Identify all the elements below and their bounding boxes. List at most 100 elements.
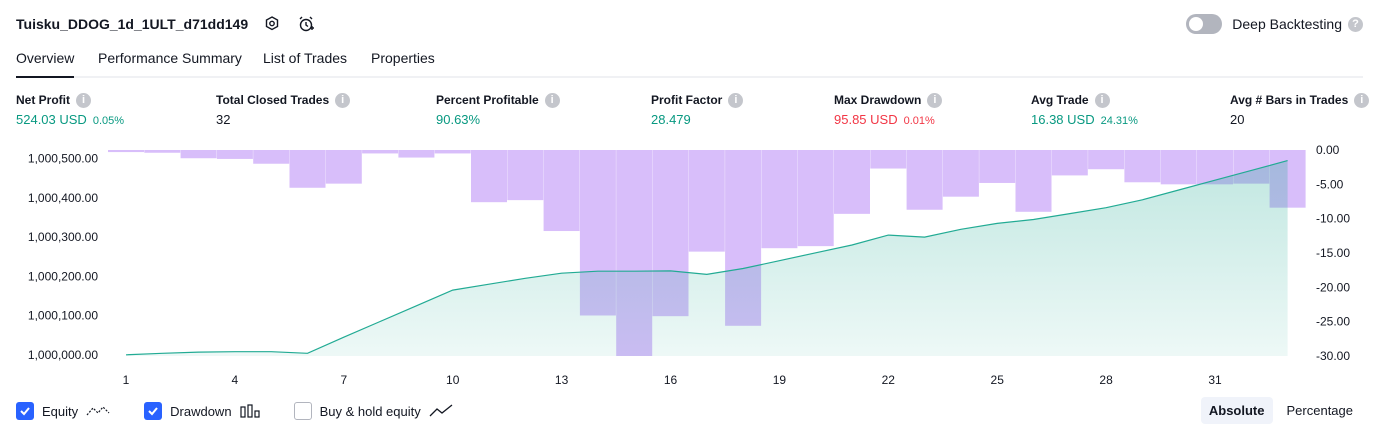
drawdown-bar xyxy=(144,150,181,153)
metric-label: Max Drawdown xyxy=(834,93,922,107)
drawdown-bar xyxy=(1088,150,1125,170)
drawdown-bar xyxy=(906,150,943,210)
x-tick-label: 31 xyxy=(1208,373,1222,387)
strategy-title: Tuisku_DDOG_1d_1ULT_d71dd149 xyxy=(16,16,249,32)
metric-avg-trade: Avg Trade i 16.38 USD 24.31% xyxy=(1031,92,1138,127)
settings-icon[interactable] xyxy=(262,14,282,34)
drawdown-bar xyxy=(688,150,725,252)
buy-hold-checkbox[interactable] xyxy=(293,402,312,420)
drawdown-bar xyxy=(797,150,834,247)
tab-properties[interactable]: Properties xyxy=(371,50,435,66)
alarm-clock-icon[interactable] xyxy=(296,14,316,34)
legend-equity[interactable]: Equity xyxy=(16,402,110,420)
metric-label: Percent Profitable xyxy=(436,93,539,107)
y-right-tick-label: 0.00 xyxy=(1316,143,1340,157)
drawdown-bar xyxy=(979,150,1016,183)
y-left-tick-label: 1,000,000.00 xyxy=(28,348,98,362)
y-left-tick-label: 1,000,400.00 xyxy=(28,191,98,205)
deep-backtesting: Deep Backtesting ? xyxy=(1186,12,1363,36)
chart-legend: Equity Drawdown Buy & hold equity xyxy=(16,400,487,422)
scale-mode-switch: Absolute Percentage xyxy=(1195,397,1361,424)
deep-backtesting-label: Deep Backtesting xyxy=(1232,16,1342,32)
y-right-tick-label: -5.00 xyxy=(1316,177,1344,191)
info-icon[interactable]: i xyxy=(76,92,91,108)
info-icon[interactable]: i xyxy=(1354,92,1370,108)
metric-value: 20 xyxy=(1230,112,1245,127)
x-tick-label: 13 xyxy=(555,373,569,387)
metric-total-closed-trades: Total Closed Trades i 32 xyxy=(216,92,351,127)
y-axis-left: 1,000,000.00 1,000,100.00 1,000,200.00 1,00… xyxy=(28,152,98,362)
drawdown-bar xyxy=(870,150,907,169)
legend-buy-hold-equity[interactable]: Buy & hold equity xyxy=(293,402,453,420)
report-tabs: Overview Performance Summary List of Tra… xyxy=(16,48,1363,78)
metric-percent: 0.05% xyxy=(92,115,125,127)
info-icon[interactable]: i xyxy=(927,92,943,108)
info-icon[interactable]: i xyxy=(728,92,744,108)
drawdown-checkbox[interactable] xyxy=(144,402,163,420)
equity-area xyxy=(125,160,1288,356)
metric-value: 28.479 xyxy=(651,112,691,127)
drawdown-bar xyxy=(1124,150,1161,183)
equity-drawdown-chart[interactable]: 1,000,000.00 1,000,100.00 1,000,200.00 1,00… xyxy=(0,140,1379,390)
drawdown-bar xyxy=(471,150,507,203)
x-tick-label: 19 xyxy=(773,373,787,387)
metric-value: 95.85 USD xyxy=(834,112,898,127)
info-icon[interactable]: i xyxy=(1094,92,1110,108)
drawdown-bar xyxy=(180,150,217,159)
y-axis-right: 0.00 -5.00 -10.00 -15.00 -20.00 -25.00 -30.00 xyxy=(1316,143,1350,363)
y-left-tick-label: 1,000,300.00 xyxy=(28,230,98,244)
y-right-tick-label: -10.00 xyxy=(1316,212,1350,226)
mode-percentage-button[interactable]: Percentage xyxy=(1286,403,1354,418)
x-tick-label: 16 xyxy=(664,373,678,387)
metric-value: 90.63% xyxy=(436,112,481,127)
legend-label: Drawdown xyxy=(170,403,232,419)
y-right-tick-label: -20.00 xyxy=(1316,280,1350,294)
metric-value: 16.38 USD xyxy=(1031,112,1095,127)
legend-drawdown[interactable]: Drawdown xyxy=(144,402,260,420)
y-left-tick-label: 1,000,500.00 xyxy=(28,152,98,166)
drawdown-bar xyxy=(1051,150,1088,176)
info-icon[interactable]: i xyxy=(544,92,560,108)
x-tick-label: 10 xyxy=(446,373,460,387)
x-tick-label: 4 xyxy=(232,373,239,387)
help-icon[interactable]: ? xyxy=(1348,16,1363,32)
metric-value: 32 xyxy=(216,112,231,127)
metric-percent: 0.01% xyxy=(903,115,935,127)
tab-performance-summary[interactable]: Performance Summary xyxy=(98,50,242,66)
drawdown-bar xyxy=(942,150,979,197)
x-tick-label: 28 xyxy=(1099,373,1113,387)
equity-line-icon xyxy=(86,406,110,416)
metric-value: 524.03 USD xyxy=(16,112,87,127)
toggle-knob xyxy=(1189,17,1204,31)
drawdown-bar xyxy=(253,150,290,164)
equity-checkbox[interactable] xyxy=(16,402,34,420)
tab-list-of-trades[interactable]: List of Trades xyxy=(263,50,348,66)
x-tick-label: 25 xyxy=(991,373,1005,387)
drawdown-bar xyxy=(398,150,435,158)
x-tick-label: 1 xyxy=(123,373,130,387)
mode-absolute-button[interactable]: Absolute xyxy=(1200,397,1273,424)
equity-fill xyxy=(126,160,1288,356)
x-axis: 1 4 7 10 13 16 19 22 25 28 31 xyxy=(123,373,1222,387)
metric-profit-factor: Profit Factor i 28.479 xyxy=(651,92,744,127)
drawdown-bar xyxy=(1160,150,1197,185)
metric-label: Profit Factor xyxy=(651,93,723,107)
metric-percent-profitable: Percent Profitable i 90.63% xyxy=(436,92,560,127)
deep-backtesting-toggle[interactable] xyxy=(1186,14,1223,34)
drawdown-bar xyxy=(1015,150,1052,212)
y-right-tick-label: -15.00 xyxy=(1316,246,1350,260)
drawdown-bar xyxy=(362,150,399,154)
report-header: Tuisku_DDOG_1d_1ULT_d71dd149 xyxy=(16,12,316,36)
info-icon[interactable]: i xyxy=(335,92,351,108)
metric-max-drawdown: Max Drawdown i 95.85 USD 0.01% xyxy=(834,92,943,127)
metric-label: Net Profit xyxy=(16,93,70,107)
tab-overview[interactable]: Overview xyxy=(16,50,75,78)
metric-label: Avg # Bars in Trades xyxy=(1230,93,1349,107)
drawdown-bar xyxy=(761,150,798,249)
buy-hold-line-icon xyxy=(429,404,453,417)
drawdown-bar xyxy=(834,150,870,214)
y-left-tick-label: 1,000,100.00 xyxy=(28,309,98,323)
y-left-tick-label: 1,000,200.00 xyxy=(28,269,98,283)
drawdown-bar xyxy=(543,150,580,232)
legend-label: Buy & hold equity xyxy=(319,403,421,419)
